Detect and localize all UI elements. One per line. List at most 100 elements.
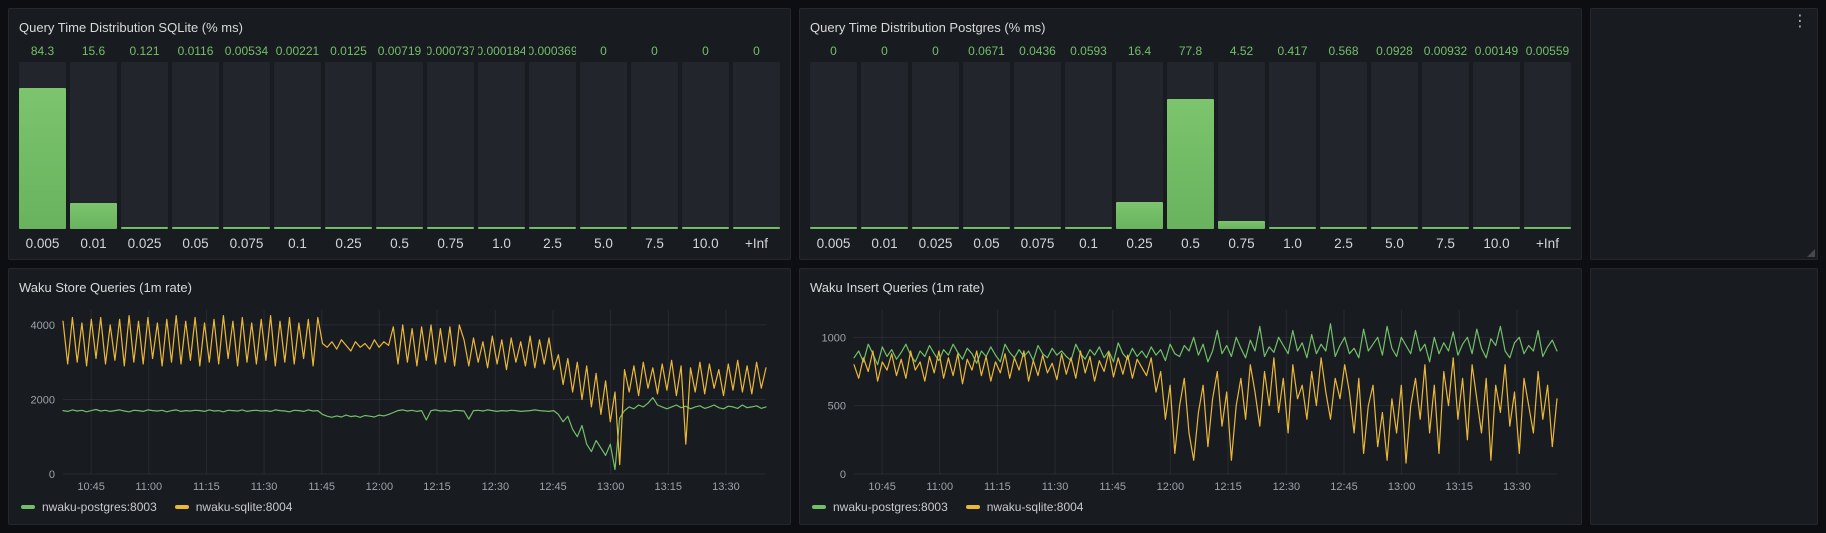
x-axis-tick-label: 12:00: [1157, 481, 1185, 493]
bucket-bar-track: [912, 62, 959, 229]
bucket-value-label: 0: [600, 44, 607, 58]
time-series-plot[interactable]: 0 2000 4000 10:45 11:00 11:15 11:30 11:45 12:00 1…: [19, 302, 780, 496]
insert-queries-chart[interactable]: 0 500 1000 10:45 11:00 11:15 11:30 11:45 12:00 12…: [810, 302, 1571, 496]
y-axis-tick-label: 0: [49, 469, 55, 481]
bucket-bar-fill: [1371, 227, 1418, 229]
histogram-bucket: 0.417 1.0: [1269, 40, 1316, 253]
bucket-value-label: 4.52: [1229, 44, 1254, 58]
bucket-bar-fill: [121, 227, 168, 229]
histogram-bucket: 0.0116 0.05: [172, 40, 219, 253]
series-line-nwaku-sqlite:8004: [853, 350, 1558, 464]
legend-item[interactable]: nwaku-sqlite:8004: [174, 500, 292, 514]
bucket-value-label: 0.0593: [1070, 44, 1107, 58]
x-axis-tick-label: 13:30: [712, 481, 740, 493]
bucket-axis-label: +Inf: [745, 236, 768, 251]
bucket-axis-label: 5.0: [594, 236, 613, 251]
legend-item[interactable]: nwaku-postgres:8003: [812, 500, 948, 514]
store-queries-chart[interactable]: 0 2000 4000 10:45 11:00 11:15 11:30 11:45 12:00 1…: [19, 302, 780, 496]
bucket-bar-fill: [529, 227, 576, 229]
bar-gauge-postgres: 0 0.005 0 0.01 0 0.025 0.0671 0.05 0.0436 0.075 0.…: [810, 40, 1571, 253]
panel-title[interactable]: Query Time Distribution Postgres (% ms): [810, 19, 1046, 35]
panel-store-queries: Waku Store Queries (1m rate) 0 2000 4000 10…: [8, 268, 791, 525]
bucket-bar-fill: [1473, 227, 1520, 229]
panel-title[interactable]: Waku Insert Queries (1m rate): [810, 279, 985, 295]
histogram-bucket: 0.000184 1.0: [478, 40, 525, 253]
x-axis-tick-label: 12:45: [539, 481, 567, 493]
panel-title[interactable]: Query Time Distribution SQLite (% ms): [19, 19, 243, 35]
time-series-plot[interactable]: 0 500 1000 10:45 11:00 11:15 11:30 11:45 12:00 12…: [810, 302, 1571, 496]
bucket-bar-track: [172, 62, 219, 229]
bucket-axis-label: 0.75: [437, 236, 464, 251]
y-axis-tick-label: 4000: [31, 320, 55, 332]
bucket-bar-fill: [1014, 227, 1061, 229]
bucket-bar-track: [478, 62, 525, 229]
bucket-bar-fill: [1065, 227, 1112, 229]
series-line-nwaku-postgres:8003: [62, 396, 767, 471]
histogram-bucket: 0.121 0.025: [121, 40, 168, 253]
legend-swatch: [21, 505, 35, 509]
y-axis-tick-label: 2000: [31, 394, 55, 406]
histogram-bucket: 0.0125 0.25: [325, 40, 372, 253]
legend-item[interactable]: nwaku-postgres:8003: [21, 500, 157, 514]
bucket-value-label: 0.417: [1277, 44, 1308, 58]
x-axis-tick-label: 13:00: [597, 481, 625, 493]
histogram-bucket: 0.568 2.5: [1320, 40, 1367, 253]
bucket-axis-label: 0.025: [127, 236, 162, 251]
bucket-value-label: 0.0125: [330, 44, 367, 58]
bucket-bar-fill: [427, 227, 474, 229]
bucket-bar-track: [529, 62, 576, 229]
bucket-axis-label: 10.0: [692, 236, 719, 251]
histogram-bucket: 0 0.01: [861, 40, 908, 253]
histogram-bucket: 0.00149 10.0: [1473, 40, 1520, 253]
x-axis-tick-label: 12:45: [1330, 481, 1358, 493]
histogram-bucket: 0 0.005: [810, 40, 857, 253]
bucket-axis-label: +Inf: [1536, 236, 1559, 251]
bucket-axis-label: 0.5: [390, 236, 409, 251]
bucket-value-label: 0.000737: [427, 44, 474, 58]
cropped-panel-top: ⋮: [1590, 8, 1818, 260]
bucket-bar-track: [810, 62, 857, 229]
bucket-axis-label: 10.0: [1483, 236, 1510, 251]
bucket-axis-label: 0.01: [80, 236, 107, 251]
legend: nwaku-postgres:8003 nwaku-sqlite:8004: [810, 496, 1571, 518]
histogram-bucket: 4.52 0.75: [1218, 40, 1265, 253]
bucket-axis-label: 0.1: [1079, 236, 1098, 251]
bucket-value-label: 0: [753, 44, 760, 58]
y-axis-tick-label: 0: [840, 469, 846, 481]
panel-menu-icon[interactable]: ⋮: [1792, 13, 1808, 30]
bucket-bar-track: [1218, 62, 1265, 229]
panel-query-time-sqlite: Query Time Distribution SQLite (% ms) 84…: [8, 8, 791, 260]
bucket-value-label: 84.3: [30, 44, 55, 58]
bucket-axis-label: 7.5: [1436, 236, 1455, 251]
bucket-bar-track: [580, 62, 627, 229]
bucket-axis-label: 0.1: [288, 236, 307, 251]
bucket-bar-track: [631, 62, 678, 229]
bucket-bar-track: [1524, 62, 1571, 229]
bucket-bar-fill: [810, 227, 857, 229]
panel-resize-handle[interactable]: [1807, 249, 1815, 257]
histogram-bucket: 0.00534 0.075: [223, 40, 270, 253]
bucket-bar-fill: [1116, 201, 1163, 229]
bucket-value-label: 0.121: [129, 44, 160, 58]
bucket-bar-fill: [733, 227, 780, 229]
bucket-bar-fill: [1218, 221, 1265, 229]
bucket-bar-track: [223, 62, 270, 229]
x-axis-tick-label: 10:45: [868, 481, 896, 493]
panel-title[interactable]: Waku Store Queries (1m rate): [19, 279, 192, 295]
bucket-value-label: 16.4: [1127, 44, 1152, 58]
bucket-bar-fill: [478, 227, 525, 229]
legend-item[interactable]: nwaku-sqlite:8004: [965, 500, 1084, 514]
bucket-axis-label: 0.75: [1228, 236, 1255, 251]
legend-swatch: [965, 505, 980, 509]
histogram-bucket: 0 0.025: [912, 40, 959, 253]
bucket-axis-label: 0.05: [182, 236, 209, 251]
bucket-value-label: 0.00559: [1525, 44, 1570, 58]
bucket-bar-fill: [325, 227, 372, 229]
bucket-value-label: 0.0436: [1019, 44, 1056, 58]
bucket-value-label: 0: [702, 44, 709, 58]
histogram-bucket: 0.00932 7.5: [1422, 40, 1469, 253]
legend-label: nwaku-sqlite:8004: [986, 500, 1084, 514]
bucket-value-label: 0.00221: [275, 44, 320, 58]
bucket-bar-fill: [1269, 227, 1316, 229]
panel-header: Query Time Distribution Postgres (% ms): [810, 16, 1571, 38]
